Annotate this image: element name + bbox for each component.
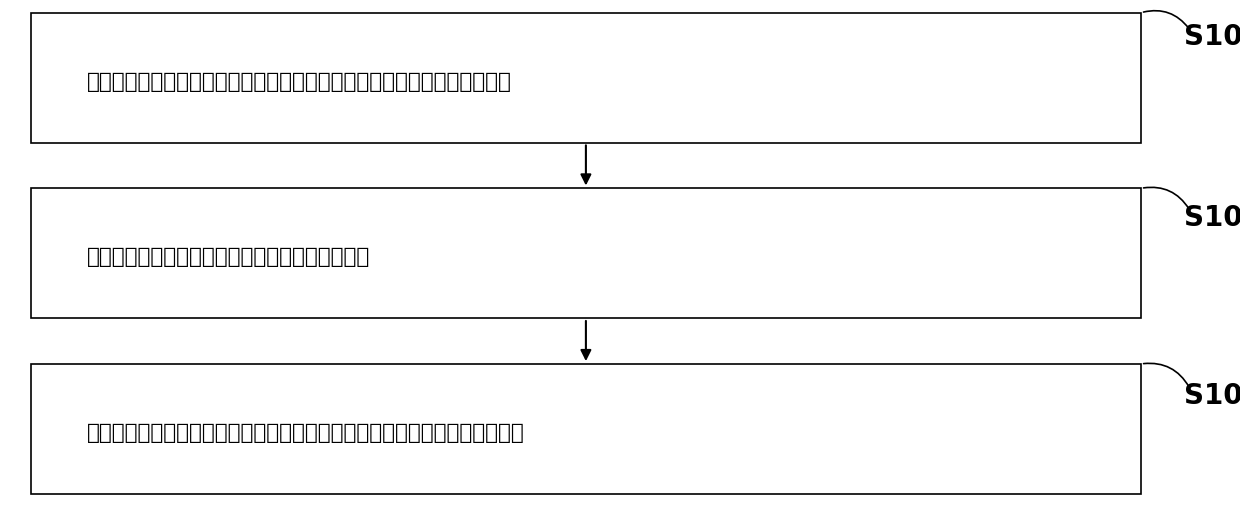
Text: S102: S102 [1184,204,1240,232]
Text: 根据钢板两条边的内外侧边缘拟合得到的直线，计算得到钢板折角的夹角度数: 根据钢板两条边的内外侧边缘拟合得到的直线，计算得到钢板折角的夹角度数 [87,422,525,443]
Bar [31,13,1141,143]
Text: S103: S103 [1184,382,1240,410]
Bar [31,188,1141,318]
Text: 输入实时拍摄的钢板折角的截面图像，根据折角的位置分割出钢板折边小图: 输入实时拍摄的钢板折角的截面图像，根据折角的位置分割出钢板折边小图 [87,72,512,93]
Bar [31,364,1141,494]
Text: S101: S101 [1184,23,1240,51]
Text: 对钢板折角边进行边缘点的检测、筛选、直线拟合: 对钢板折角边进行边缘点的检测、筛选、直线拟合 [87,247,370,267]
